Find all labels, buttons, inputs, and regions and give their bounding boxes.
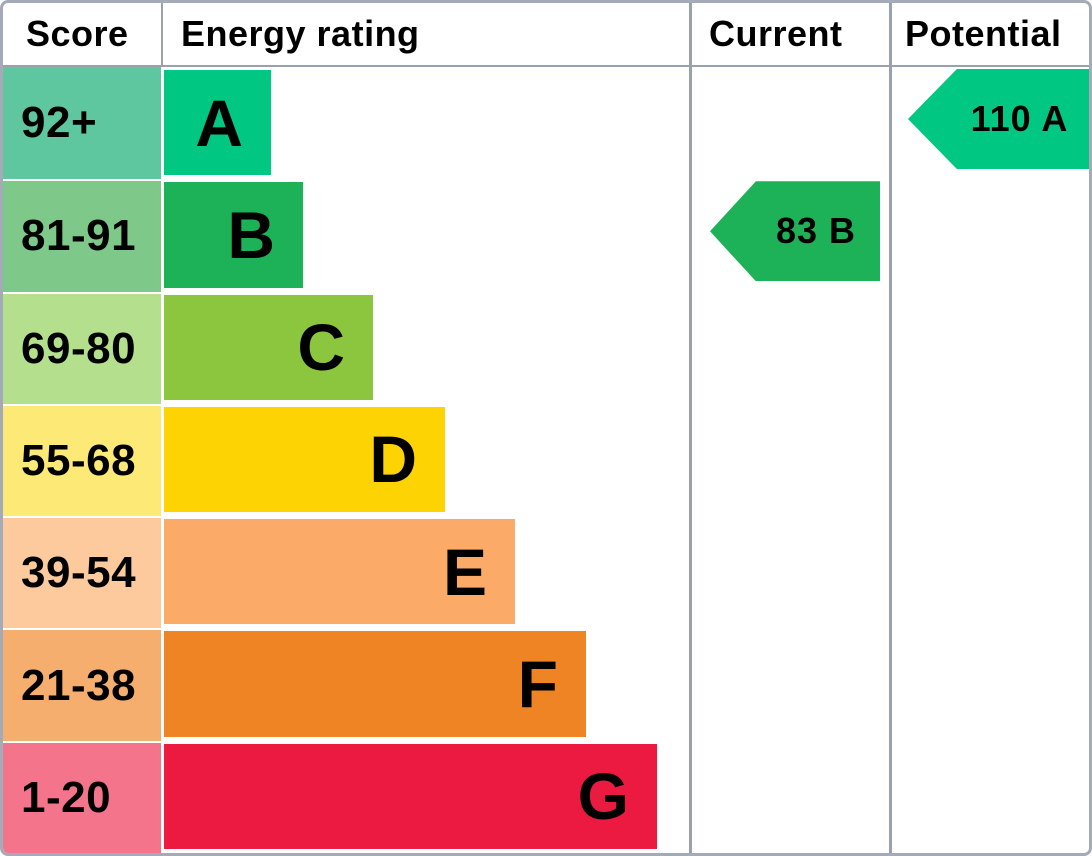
score-range-d: 55-68 [3, 403, 161, 517]
band-row-g: 1-20 G [3, 740, 1089, 853]
band-bar-c: C [164, 294, 373, 400]
score-column-divider [161, 3, 163, 65]
current-column-header: Current [709, 13, 843, 54]
potential-column-header: Potential [905, 13, 1062, 54]
band-row-b: 81-91 B [3, 179, 1089, 292]
band-bar-e: E [164, 519, 515, 625]
score-range-g: 1-20 [3, 740, 161, 853]
band-bar-d: D [164, 406, 445, 513]
score-range-c: 69-80 [3, 291, 161, 404]
band-bar-a: A [164, 70, 271, 176]
current-rating-label: 83 B [775, 210, 857, 252]
band-row-e: 39-54 E [3, 516, 1089, 629]
score-column-header: Score [26, 13, 129, 54]
score-range-f: 21-38 [3, 628, 161, 741]
band-bar-f: F [164, 631, 586, 737]
band-row-c: 69-80 C [3, 291, 1089, 404]
band-rows-container: 92+ A 81-91 B 69-80 C 55-68 D 39-54 E 21… [3, 67, 1089, 853]
energy-rating-column-header: Energy rating [181, 13, 420, 54]
current-column-divider [689, 3, 692, 853]
score-range-a: 92+ [3, 67, 161, 180]
score-range-b: 81-91 [3, 179, 161, 292]
potential-column-divider [889, 3, 892, 853]
band-row-a: 92+ A [3, 67, 1089, 180]
score-range-e: 39-54 [3, 516, 161, 629]
potential-rating-label: 110 A [970, 98, 1069, 139]
chart-header-row: Score Energy rating Current Potential [3, 3, 1089, 67]
band-row-f: 21-38 F [3, 628, 1089, 741]
band-bar-b: B [164, 182, 303, 288]
band-row-d: 55-68 D [3, 403, 1089, 517]
band-bar-g: G [164, 743, 657, 849]
